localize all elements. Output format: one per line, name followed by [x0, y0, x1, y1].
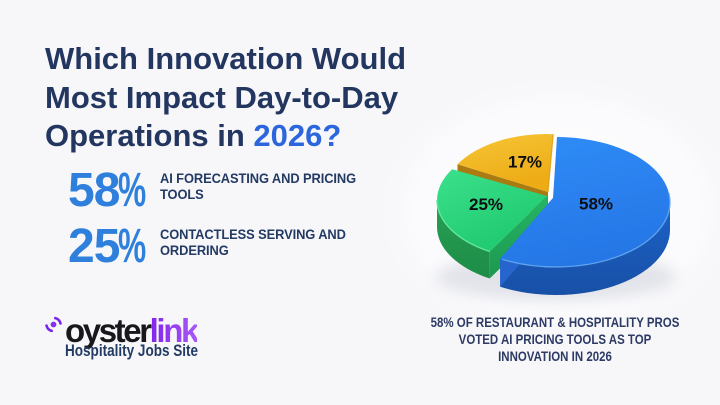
svg-text:17%: 17%	[508, 153, 542, 172]
svg-text:58%: 58%	[579, 195, 613, 214]
svg-text:25%: 25%	[469, 195, 503, 214]
